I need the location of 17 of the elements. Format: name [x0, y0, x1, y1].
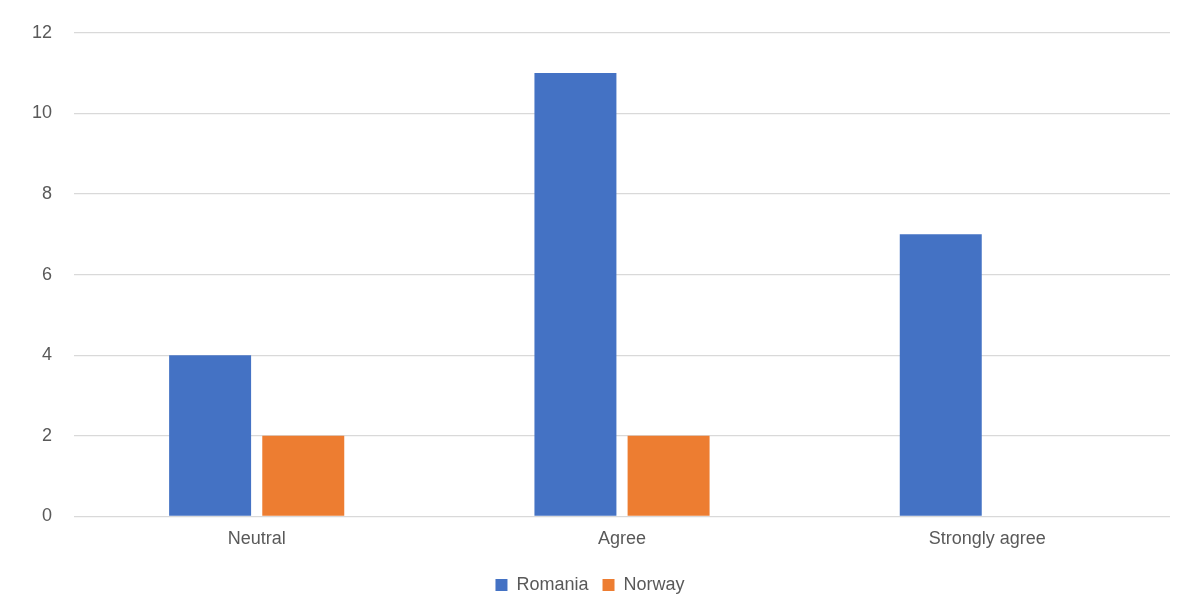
- y-tick-label: 4: [42, 344, 53, 365]
- legend-label: Norway: [623, 573, 685, 594]
- y-tick-label: 2: [42, 424, 53, 445]
- legend-label: Romania: [516, 573, 590, 594]
- bar: [899, 234, 982, 516]
- x-tick-label: Strongly agree: [928, 528, 1046, 549]
- bar: [262, 435, 345, 516]
- bar: [627, 435, 710, 516]
- y-tick-label: 0: [42, 505, 53, 526]
- y-tick-label: 12: [31, 21, 53, 42]
- x-tick-label: Neutral: [227, 528, 286, 549]
- y-tick-label: 6: [42, 263, 53, 284]
- bar: [534, 73, 617, 516]
- y-tick-label: 10: [31, 102, 53, 123]
- bar: [169, 355, 252, 516]
- x-tick-label: Agree: [597, 528, 647, 549]
- y-tick-label: 8: [42, 182, 53, 203]
